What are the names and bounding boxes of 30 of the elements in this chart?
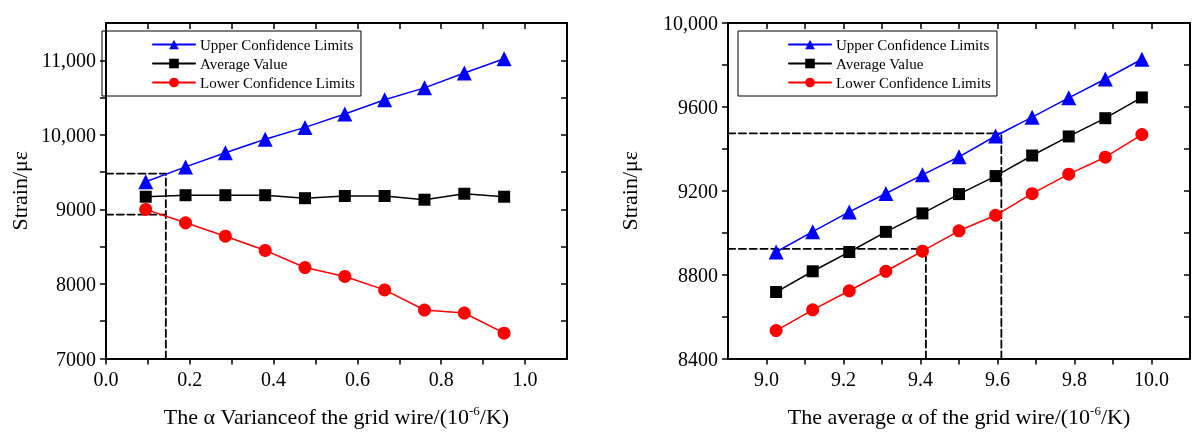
legend-label: Average Value bbox=[836, 55, 924, 72]
y-tick-label: 9200 bbox=[678, 179, 718, 202]
y-tick-label: 8000 bbox=[55, 272, 96, 295]
x-tick-label: 0.4 bbox=[261, 367, 287, 390]
x-tick-label: 0.6 bbox=[344, 367, 370, 390]
x-tick-label: 9.0 bbox=[754, 367, 779, 390]
y-tick-label: 10,000 bbox=[663, 12, 718, 34]
y-axis-title: Strain/με bbox=[616, 150, 642, 231]
y-tick-label: 7000 bbox=[55, 347, 96, 370]
y-tick-label: 8400 bbox=[678, 347, 718, 370]
legend-label: Upper Confidence Limits bbox=[200, 36, 354, 53]
x-tick-label: 9.2 bbox=[831, 367, 856, 390]
y-axis-title: Strain/με bbox=[6, 150, 32, 231]
legend-label: Lower Confidence Limits bbox=[836, 74, 992, 91]
x-tick-label: 0.0 bbox=[93, 367, 119, 390]
x-tick-label: 9.8 bbox=[1062, 367, 1087, 390]
x-tick-label: 10.0 bbox=[1134, 367, 1169, 390]
y-tick-label: 9000 bbox=[55, 198, 96, 221]
legend-label: Lower Confidence Limits bbox=[200, 74, 356, 91]
y-tick-label: 10,000 bbox=[40, 123, 96, 146]
legend-label: Upper Confidence Limits bbox=[836, 36, 990, 53]
y-tick-label: 11,000 bbox=[41, 49, 96, 72]
x-tick-label: 1.0 bbox=[512, 367, 538, 390]
x-tick-label: 0.8 bbox=[428, 367, 454, 390]
x-tick-label: 9.4 bbox=[908, 367, 933, 390]
y-tick-label: 8800 bbox=[678, 263, 718, 286]
x-tick-label: 0.2 bbox=[177, 367, 203, 390]
legend-label: Average Value bbox=[200, 55, 288, 72]
y-tick-label: 9600 bbox=[678, 95, 718, 118]
x-tick-label: 9.6 bbox=[985, 367, 1010, 390]
